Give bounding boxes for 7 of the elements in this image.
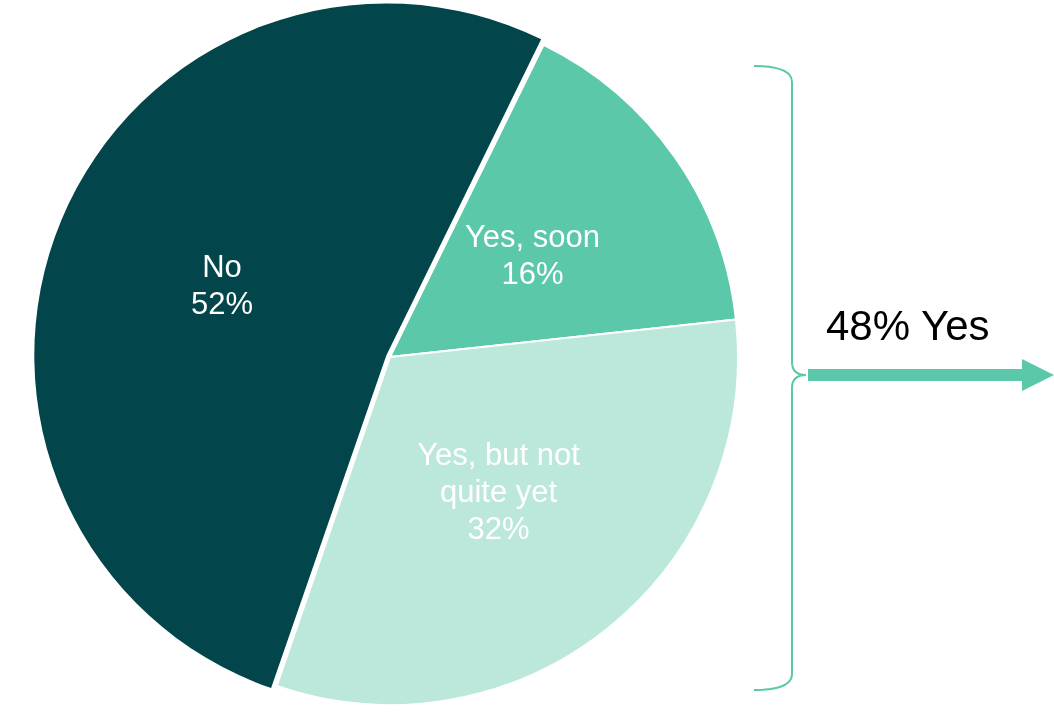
data-label: 16% (501, 256, 564, 292)
data-label: 52% (190, 286, 253, 322)
slice-label: No (202, 249, 242, 285)
data-label: 32% (467, 510, 530, 546)
text: 48% Yes (826, 302, 990, 350)
slice-label: Yes, soon (465, 219, 601, 255)
slice-label: Yes, but not quite yet (417, 436, 581, 509)
